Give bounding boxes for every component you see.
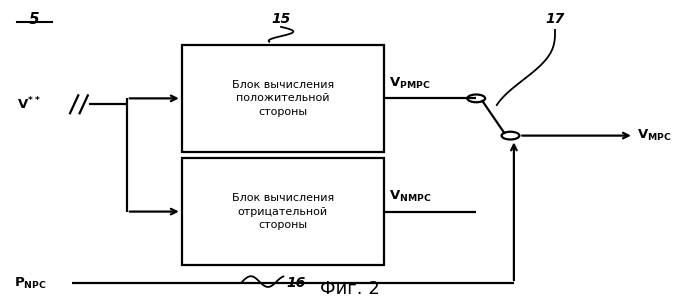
- Bar: [182, 158, 384, 265]
- Text: Блок вычисления
отрицательной
стороны: Блок вычисления отрицательной стороны: [231, 193, 334, 230]
- Text: Блок вычисления
положительной
стороны: Блок вычисления положительной стороны: [231, 80, 334, 116]
- Text: 5: 5: [29, 12, 40, 27]
- Text: $\mathbf{P_{NPC}}$: $\mathbf{P_{NPC}}$: [14, 275, 47, 291]
- Bar: [182, 45, 384, 152]
- Text: 15: 15: [271, 12, 291, 26]
- Text: $\mathbf{V^{**}}$: $\mathbf{V^{**}}$: [17, 96, 41, 113]
- Text: 17: 17: [545, 12, 565, 26]
- Text: $\mathbf{V_{PMPC}}$: $\mathbf{V_{PMPC}}$: [389, 76, 431, 91]
- Text: Фиг. 2: Фиг. 2: [319, 280, 380, 298]
- Text: $\mathbf{V_{NMPC}}$: $\mathbf{V_{NMPC}}$: [389, 189, 432, 204]
- Text: 16: 16: [287, 276, 306, 290]
- Text: $\mathbf{V_{MPC}}$: $\mathbf{V_{MPC}}$: [637, 128, 672, 143]
